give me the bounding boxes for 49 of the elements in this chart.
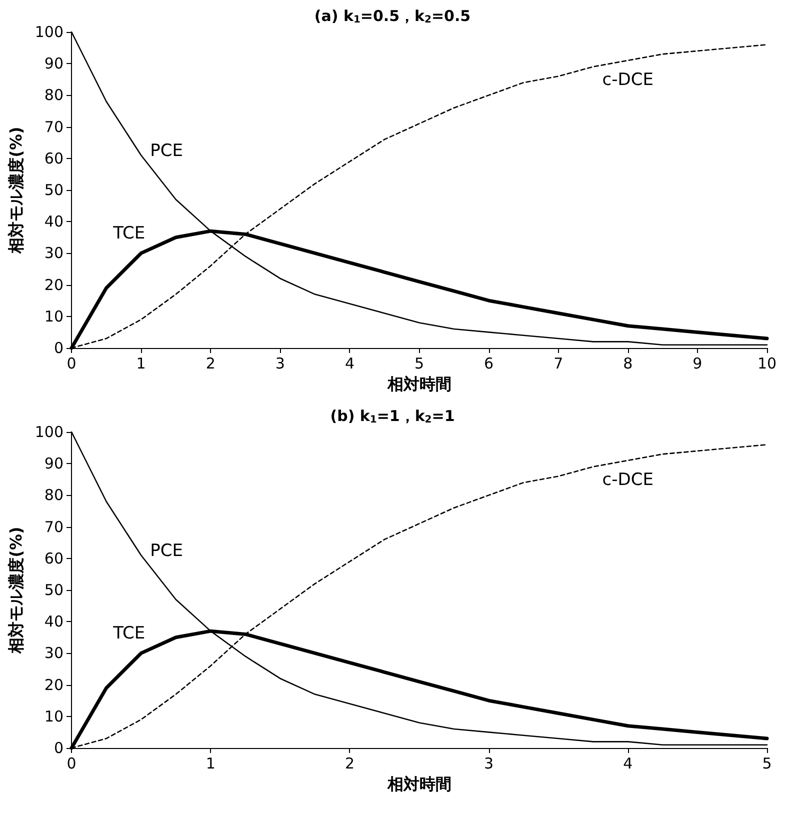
y-tick-label: 10 <box>44 307 64 326</box>
x-tick-label: 5 <box>762 754 772 772</box>
y-tick-label: 10 <box>44 707 64 726</box>
x-tick-label: 1 <box>206 754 216 772</box>
y-tick-label: 100 <box>34 423 64 441</box>
x-tick-label: 6 <box>484 354 494 372</box>
y-tick-label: 40 <box>44 612 64 631</box>
series-label: TCE <box>112 624 146 644</box>
x-tick-label: 10 <box>757 354 777 372</box>
x-tick-label: 4 <box>623 754 633 772</box>
y-axis-title: 相対モル濃度(%) <box>6 526 26 654</box>
y-tick-label: 70 <box>44 518 64 536</box>
series-label: c-DCE <box>602 70 654 90</box>
x-tick-label: 1 <box>136 354 146 372</box>
x-tick-label: 4 <box>344 354 354 372</box>
x-tick-label: 9 <box>692 354 702 372</box>
y-tick-label: 0 <box>54 339 64 357</box>
x-tick-label: 3 <box>275 354 285 372</box>
y-tick-label: 40 <box>44 212 64 231</box>
x-tick-label: 0 <box>66 354 76 372</box>
y-tick-label: 20 <box>44 276 64 294</box>
y-tick-label: 90 <box>44 454 64 473</box>
x-tick-label: 2 <box>206 354 216 372</box>
x-tick-label: 7 <box>554 354 564 372</box>
x-tick-label: 2 <box>344 754 354 772</box>
series-label: PCE <box>150 541 183 562</box>
y-tick-label: 30 <box>44 244 64 262</box>
y-tick-label: 70 <box>44 118 64 136</box>
series-label: c-DCE <box>602 470 654 490</box>
y-tick-label: 0 <box>54 739 64 757</box>
series-label: PCE <box>150 141 183 162</box>
x-axis-title: 相対時間 <box>386 774 452 794</box>
y-tick-label: 80 <box>44 86 64 104</box>
y-tick-label: 90 <box>44 54 64 73</box>
x-tick-label: 0 <box>66 754 76 772</box>
y-tick-label: 50 <box>44 181 64 199</box>
y-axis-title: 相対モル濃度(%) <box>6 126 26 254</box>
y-tick-label: 80 <box>44 486 64 504</box>
x-tick-label: 5 <box>414 354 424 372</box>
y-tick-label: 100 <box>34 23 64 41</box>
y-tick-label: 20 <box>44 676 64 694</box>
x-axis-title: 相対時間 <box>386 374 452 394</box>
y-tick-label: 30 <box>44 644 64 662</box>
y-tick-label: 50 <box>44 581 64 599</box>
x-tick-label: 3 <box>484 754 494 772</box>
y-tick-label: 60 <box>44 549 64 568</box>
x-tick-label: 8 <box>623 354 633 372</box>
y-tick-label: 60 <box>44 149 64 168</box>
series-label: TCE <box>112 224 146 244</box>
